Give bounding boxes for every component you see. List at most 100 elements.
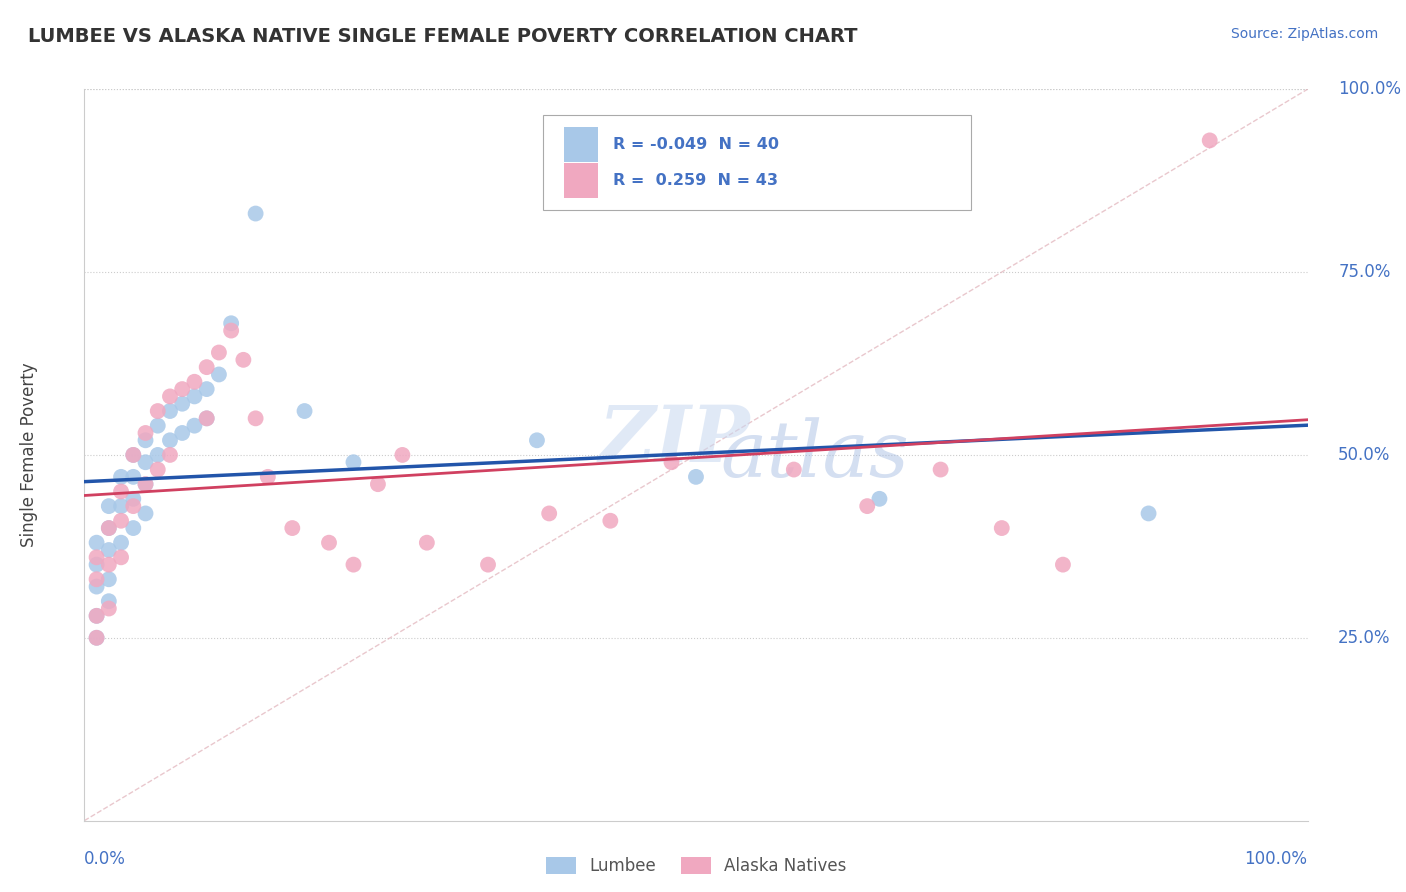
Point (294, 404, 316, 418)
FancyBboxPatch shape (564, 163, 598, 198)
Point (110, 514, 132, 528)
Point (146, 448, 169, 462)
Point (183, 389, 205, 403)
Point (159, 404, 181, 418)
Point (172, 425, 194, 440)
Point (245, 411, 267, 425)
FancyBboxPatch shape (543, 115, 972, 210)
Point (86, 558, 108, 572)
Point (146, 418, 169, 433)
Point (281, 521, 304, 535)
Point (97, 521, 120, 535)
Point (195, 382, 218, 396)
Point (257, 470, 280, 484)
Point (135, 425, 157, 440)
Text: 100.0%: 100.0% (1244, 850, 1308, 868)
Point (1052, 558, 1074, 572)
Point (86, 608, 108, 623)
Point (86, 572, 108, 586)
Point (1137, 507, 1160, 521)
Point (86, 535, 108, 549)
Point (97, 594, 120, 608)
Point (195, 411, 218, 425)
Text: R =  0.259  N = 43: R = 0.259 N = 43 (613, 173, 778, 188)
Point (183, 418, 205, 433)
Point (929, 462, 952, 476)
Text: Single Female Poverty: Single Female Poverty (20, 363, 38, 547)
Point (97, 558, 120, 572)
Point (97, 601, 120, 615)
Point (869, 491, 891, 506)
Legend: Lumbee, Alaska Natives: Lumbee, Alaska Natives (538, 850, 853, 882)
Text: ZIP: ZIP (598, 402, 749, 478)
Point (245, 206, 267, 220)
Point (122, 499, 145, 513)
Point (86, 550, 108, 565)
Text: Source: ZipAtlas.com: Source: ZipAtlas.com (1230, 27, 1378, 41)
Point (97, 499, 120, 513)
Text: 50.0%: 50.0% (1339, 446, 1391, 464)
Point (86, 631, 108, 645)
Point (538, 507, 561, 521)
Text: 100.0%: 100.0% (1339, 80, 1402, 98)
Point (86, 608, 108, 623)
Point (135, 455, 157, 469)
Point (122, 470, 145, 484)
Point (219, 316, 242, 330)
Point (685, 470, 707, 484)
Text: 75.0%: 75.0% (1339, 263, 1391, 281)
Point (342, 455, 364, 469)
Point (195, 360, 218, 375)
FancyBboxPatch shape (564, 127, 598, 161)
Point (416, 535, 439, 549)
Point (783, 462, 806, 476)
Point (135, 507, 157, 521)
Point (477, 558, 499, 572)
Point (122, 448, 145, 462)
Text: LUMBEE VS ALASKA NATIVE SINGLE FEMALE POVERTY CORRELATION CHART: LUMBEE VS ALASKA NATIVE SINGLE FEMALE PO… (28, 27, 858, 45)
Point (159, 434, 181, 448)
Point (135, 477, 157, 491)
Point (122, 491, 145, 506)
Point (122, 448, 145, 462)
Point (208, 368, 231, 382)
Point (1198, 133, 1220, 147)
Point (391, 448, 413, 462)
Point (86, 580, 108, 594)
Text: 0.0%: 0.0% (84, 850, 127, 868)
Text: atlas: atlas (720, 417, 910, 493)
Point (159, 448, 181, 462)
Point (110, 535, 132, 549)
Point (219, 324, 242, 338)
Point (367, 477, 389, 491)
Point (183, 375, 205, 389)
Point (97, 543, 120, 558)
Point (208, 345, 231, 359)
Point (86, 631, 108, 645)
Point (526, 434, 548, 448)
Text: 25.0%: 25.0% (1339, 629, 1391, 647)
Point (172, 397, 194, 411)
Point (110, 550, 132, 565)
Point (318, 535, 340, 549)
Point (232, 352, 254, 367)
Point (856, 499, 879, 513)
Point (146, 462, 169, 476)
Point (172, 382, 194, 396)
Point (159, 389, 181, 403)
Point (599, 514, 621, 528)
Point (195, 411, 218, 425)
Point (97, 521, 120, 535)
Point (990, 521, 1012, 535)
Point (110, 470, 132, 484)
Point (122, 521, 145, 535)
Point (97, 572, 120, 586)
Text: R = -0.049  N = 40: R = -0.049 N = 40 (613, 136, 779, 152)
Point (135, 434, 157, 448)
Point (661, 455, 683, 469)
Point (110, 499, 132, 513)
Point (146, 404, 169, 418)
Point (135, 477, 157, 491)
Point (110, 484, 132, 499)
Point (342, 558, 364, 572)
